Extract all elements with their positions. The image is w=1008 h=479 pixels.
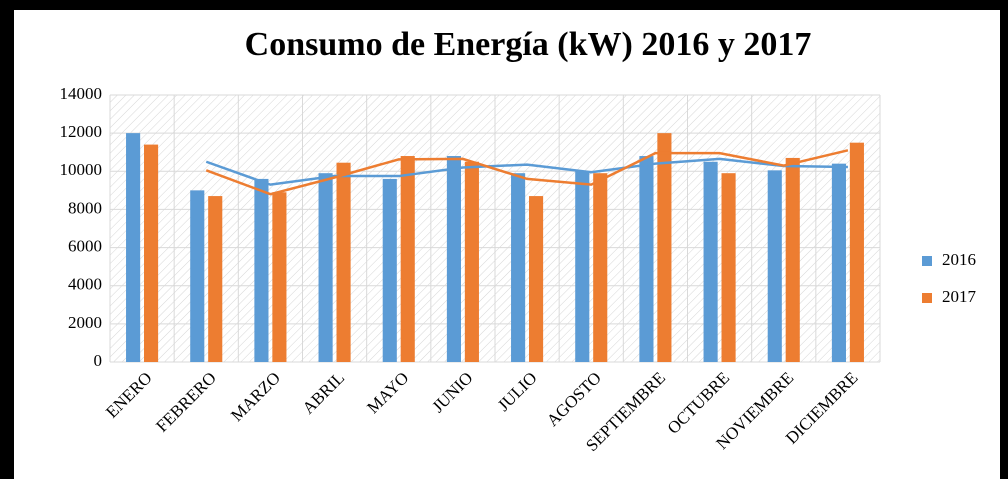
bar: [785, 157, 800, 362]
trendline: [205, 157, 848, 186]
bar: [144, 144, 159, 362]
y-tick-label: 14000: [60, 84, 103, 103]
y-tick-label: 12000: [60, 122, 103, 141]
y-tick-label: 4000: [68, 275, 102, 294]
y-tick-label: 0: [94, 351, 103, 370]
bar: [831, 163, 846, 362]
bar: [318, 173, 333, 362]
bar: [529, 196, 544, 362]
chart-title: Consumo de Energía (kW) 2016 y 2017: [245, 26, 812, 63]
y-tick-label: 2000: [68, 313, 102, 332]
y-tick-label: 8000: [68, 198, 102, 217]
legend-label: 2016: [942, 250, 976, 269]
trendline: [205, 149, 849, 196]
legend-swatch: [922, 256, 932, 266]
y-tick-label: 6000: [68, 236, 102, 255]
bar: [446, 156, 461, 362]
bar: [721, 173, 736, 362]
legend-label: 2017: [942, 287, 977, 306]
bar: [382, 178, 397, 362]
bar: [254, 178, 269, 362]
bar: [272, 192, 287, 362]
bar: [336, 162, 351, 362]
legend-swatch: [922, 293, 932, 303]
bar: [126, 133, 141, 362]
bar: [849, 142, 864, 362]
bar: [190, 190, 205, 362]
bar: [639, 156, 654, 362]
bar: [400, 156, 415, 362]
bar: [767, 170, 782, 362]
bar: [464, 161, 479, 362]
bar: [208, 196, 223, 362]
bar: [575, 171, 590, 362]
bar: [703, 161, 718, 362]
bar: [657, 133, 672, 362]
bar: [593, 173, 608, 362]
bar: [511, 173, 526, 362]
y-tick-label: 10000: [60, 160, 103, 179]
